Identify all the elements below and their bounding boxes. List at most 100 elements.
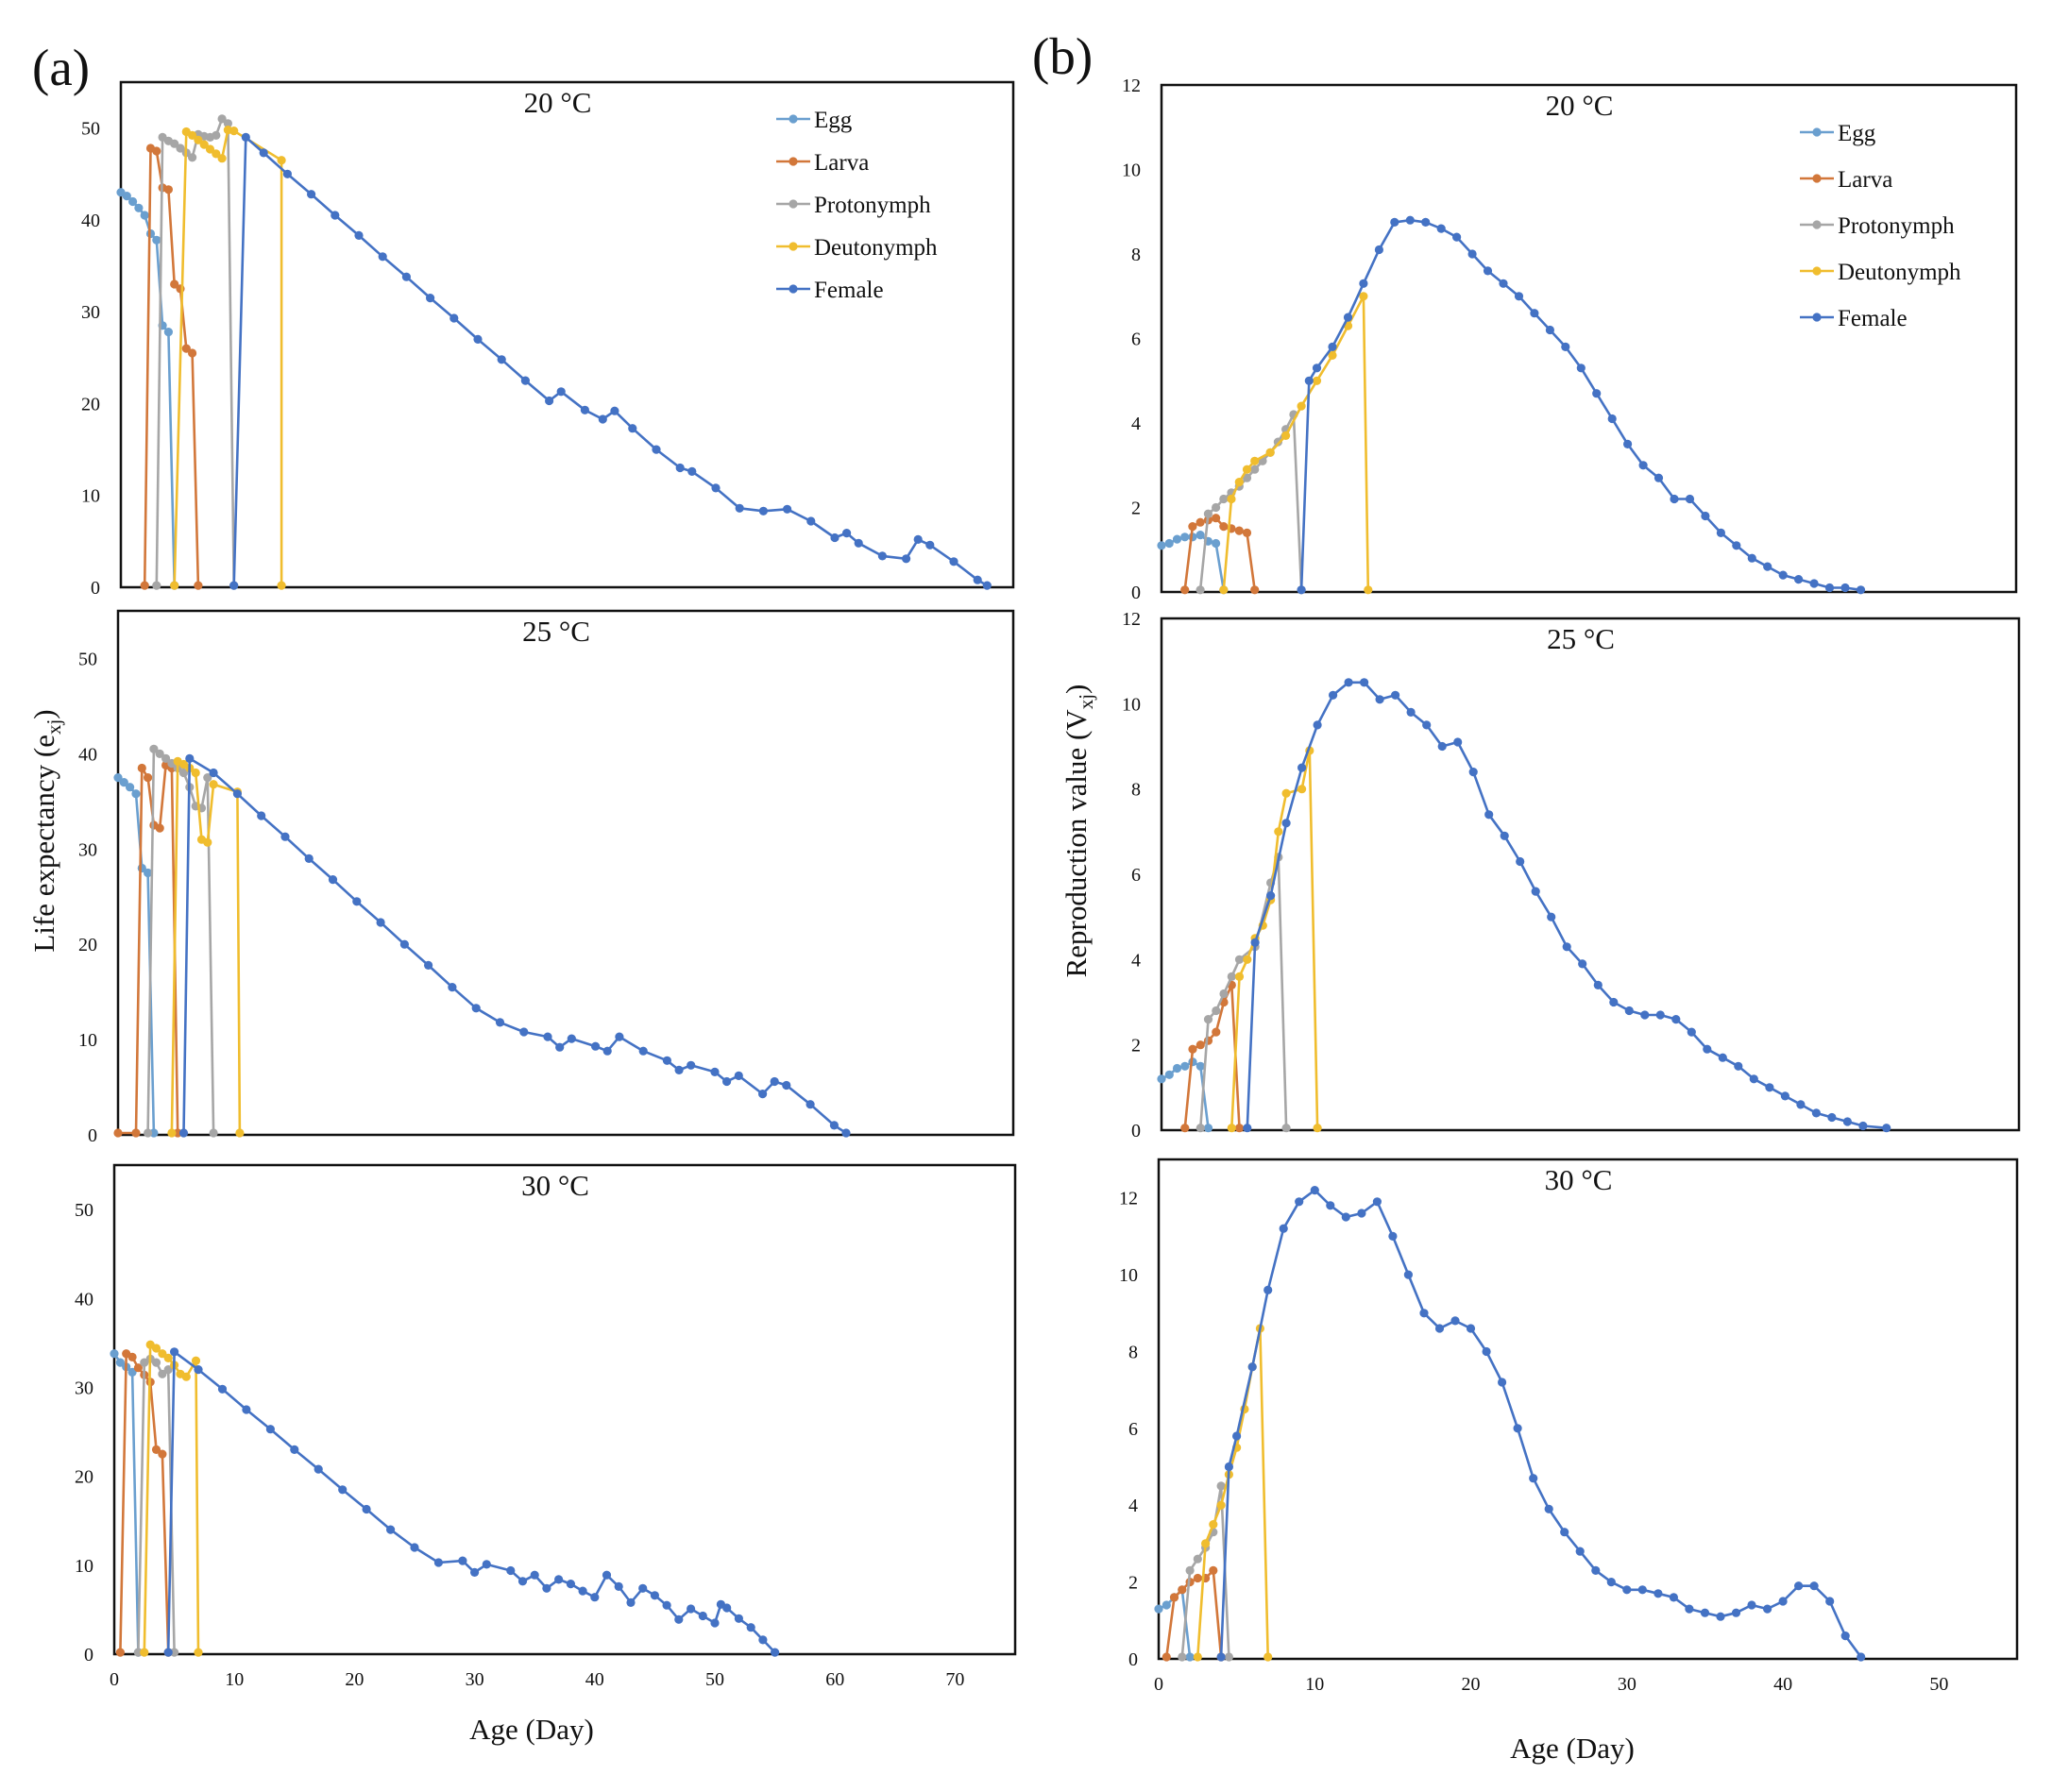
data-point (209, 1128, 218, 1138)
data-point (1281, 788, 1291, 798)
data-point (1250, 585, 1260, 595)
legend-label-egg: Egg (1838, 121, 1876, 146)
data-point (652, 445, 661, 454)
data-point (590, 1593, 600, 1602)
x-tick-label: 20 (345, 1669, 364, 1690)
data-point (1606, 1578, 1616, 1587)
data-point (1224, 1652, 1233, 1662)
data-point (1196, 585, 1205, 595)
data-point (1700, 1608, 1710, 1617)
data-point (328, 875, 338, 885)
data-point (170, 279, 179, 289)
data-point (127, 1352, 137, 1361)
data-point (1882, 1124, 1891, 1133)
data-point (902, 554, 911, 564)
data-point (194, 1648, 203, 1657)
data-point (913, 534, 923, 545)
data-point (698, 1611, 707, 1621)
data-point (229, 581, 239, 590)
data-point (1516, 856, 1525, 867)
panel-title: 20 °C (1546, 89, 1614, 122)
y-tick-label: 12 (1122, 609, 1141, 630)
data-point (758, 506, 769, 516)
data-point (304, 854, 314, 864)
data-point (163, 1365, 173, 1375)
data-point (1357, 1209, 1366, 1218)
data-point (506, 1565, 516, 1576)
series-female (229, 132, 992, 590)
data-point (1196, 517, 1205, 527)
data-point (1203, 1124, 1213, 1133)
data-point (1196, 1061, 1205, 1071)
chart-panel-b-3: 30 °C 0 2 4 6 8 10 12 0 10 20 30 40 50 (1119, 1158, 2019, 1695)
data-point (1279, 1224, 1288, 1233)
data-point (925, 540, 935, 549)
data-point (1281, 431, 1291, 440)
data-point (1856, 585, 1866, 595)
x-tick-label: 10 (1305, 1674, 1324, 1695)
data-point (1716, 528, 1725, 538)
data-point (1624, 1006, 1634, 1016)
data-point (555, 1042, 565, 1052)
data-point (113, 773, 123, 783)
data-point (1234, 972, 1245, 981)
data-point (449, 313, 459, 323)
data-point (1796, 1100, 1806, 1109)
data-point (771, 1648, 780, 1657)
data-point (770, 1076, 779, 1087)
data-point (152, 581, 161, 590)
data-point (1227, 972, 1236, 981)
data-point (497, 355, 506, 364)
data-point (163, 328, 173, 337)
x-tick-label: 10 (225, 1669, 244, 1690)
y-tick-label: 4 (1128, 1496, 1138, 1516)
data-point (1734, 1061, 1743, 1071)
x-tick-label: 50 (1929, 1674, 1948, 1695)
data-point (610, 406, 619, 415)
legend-label-larva: Larva (814, 150, 869, 176)
data-point (1180, 585, 1190, 595)
x-tick-label: 50 (705, 1669, 724, 1690)
y-tick-label: 8 (1131, 245, 1141, 265)
data-point (1531, 887, 1540, 896)
data-point (1185, 1565, 1195, 1575)
data-point (113, 1128, 123, 1138)
data-point (470, 1567, 480, 1577)
data-point (128, 196, 138, 207)
data-point (1341, 1212, 1350, 1222)
data-point (277, 156, 286, 165)
left-y-axis-title: Life expectancy (exj) (27, 709, 65, 952)
data-point (152, 146, 161, 156)
data-point (519, 1027, 529, 1037)
data-point (178, 1128, 189, 1138)
data-point (433, 1558, 443, 1567)
data-point (1297, 585, 1306, 595)
data-point (181, 1372, 191, 1381)
data-point (1842, 1117, 1852, 1126)
data-point (185, 753, 195, 764)
y-tick-label: 6 (1131, 330, 1141, 350)
series-deutonymph (167, 756, 245, 1138)
chart-panel-a-1: 20 °C 0 10 20 30 40 50 Egg Larva Protonymph Deuton… (81, 80, 1015, 599)
data-point (1544, 1504, 1553, 1513)
data-point (1212, 1027, 1221, 1037)
y-tick-label: 8 (1128, 1342, 1138, 1362)
data-point (1484, 810, 1494, 820)
legend-swatch-marker (1812, 174, 1822, 183)
data-point (1374, 245, 1383, 255)
data-point (1281, 1124, 1291, 1133)
data-point (973, 575, 982, 584)
data-point (1670, 494, 1679, 504)
data-point (1219, 522, 1229, 532)
data-point (194, 581, 203, 590)
data-point (1545, 325, 1554, 335)
data-point (1731, 1608, 1741, 1617)
data-point (1809, 579, 1819, 588)
data-point (1794, 1581, 1804, 1591)
legend-swatch-marker (789, 284, 798, 294)
data-point (1193, 1554, 1202, 1564)
data-point (1609, 997, 1619, 1007)
data-point (290, 1445, 299, 1454)
data-point (458, 1556, 467, 1565)
data-point (144, 868, 153, 878)
